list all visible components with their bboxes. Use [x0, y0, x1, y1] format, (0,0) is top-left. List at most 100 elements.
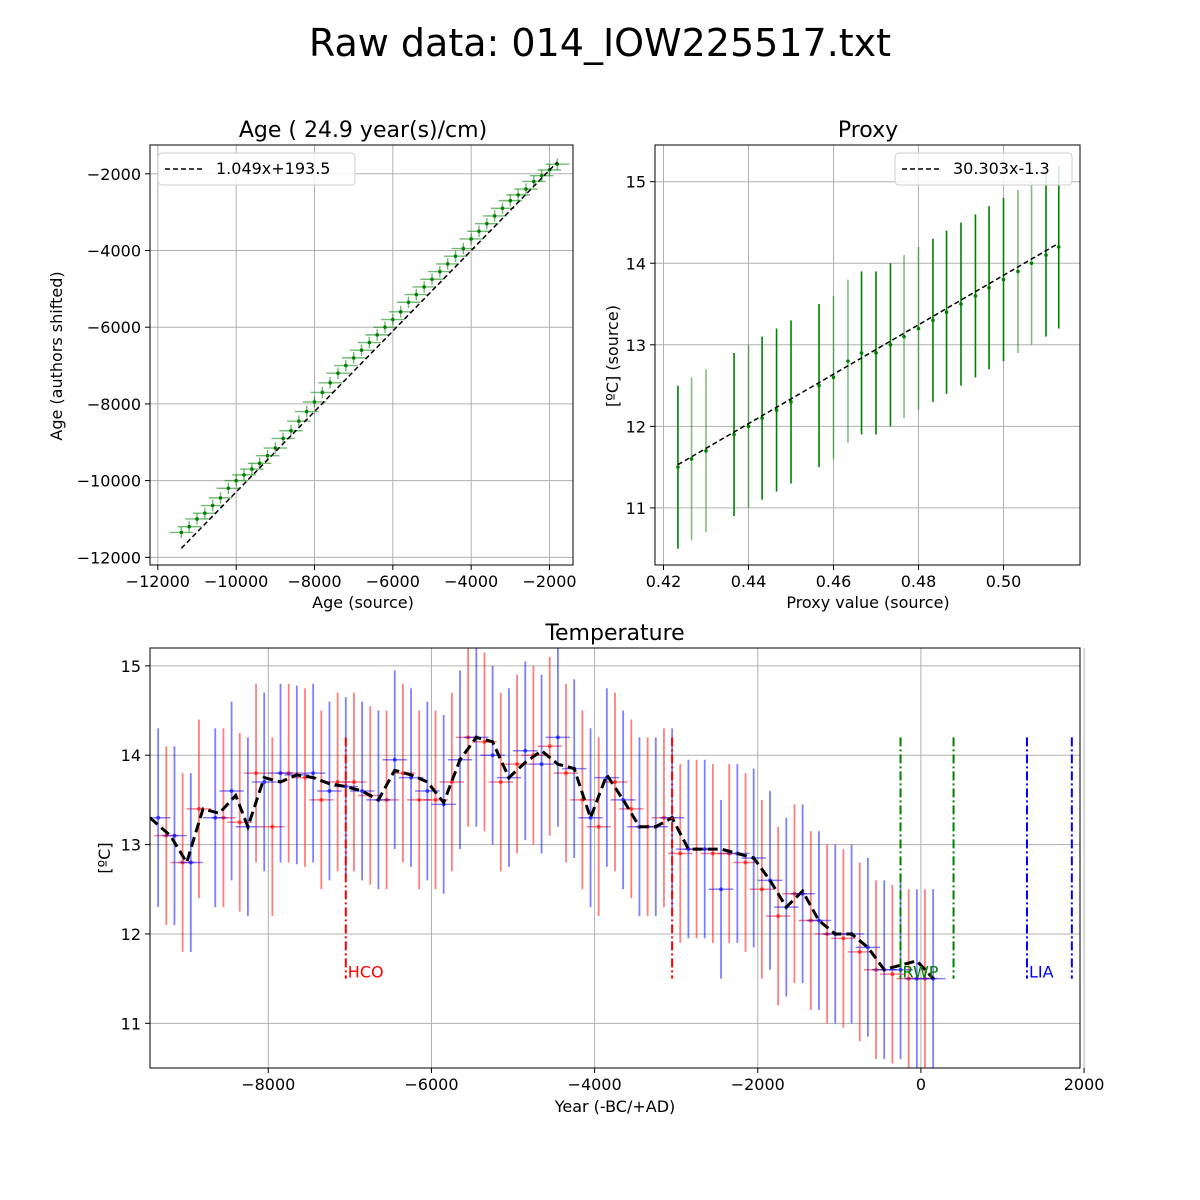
temperature-axes-frame	[149, 647, 1081, 1069]
proxy-data-point	[888, 343, 893, 347]
age-legend	[157, 152, 356, 186]
proxy-y-tick-label: 11	[626, 499, 646, 518]
age-x-tick-label: −6000	[366, 572, 420, 591]
age-data-point	[539, 173, 544, 178]
temperature-red-series-data-point	[629, 806, 634, 811]
age-data-point	[289, 428, 293, 433]
temperature-red-series-data-point	[417, 797, 422, 802]
temperature-red-series-data-point	[482, 739, 487, 744]
proxy-data-point	[676, 465, 680, 469]
age-data-point	[524, 187, 528, 191]
age-axes-frame	[149, 144, 574, 566]
figure-suptitle: Raw data: 014_IOW225517.txt	[309, 21, 891, 65]
temperature-panel-title: Temperature	[544, 621, 684, 646]
proxy-data-point	[1056, 245, 1061, 249]
proxy-panel-title: Proxy	[838, 118, 898, 143]
period-lia-label: LIA	[1029, 963, 1054, 982]
age-x-tick-label: −4000	[444, 572, 498, 591]
age-data-point	[203, 511, 207, 516]
temperature-blue-series-data-point	[278, 771, 283, 776]
proxy-x-axis-label: Proxy value (source)	[786, 593, 949, 612]
proxy-axes-frame	[654, 144, 1081, 566]
temperature-red-series-data-point	[196, 806, 201, 811]
proxy-x-tick-label: 0.50	[986, 572, 1022, 591]
temperature-y-tick-label: 13	[121, 836, 141, 855]
temperature-blue-series-data-point	[523, 748, 528, 753]
proxy-data-point	[1044, 253, 1048, 257]
proxy-data-point	[944, 310, 949, 314]
proxy-y-tick-label: 14	[626, 254, 646, 273]
temperature-red-series-data-point	[319, 797, 324, 802]
temperature-blue-series-data-point	[229, 788, 234, 793]
proxy-legend	[894, 152, 1073, 186]
age-x-tick-label: −2000	[522, 572, 576, 591]
age-y-tick-label: −12000	[77, 548, 141, 567]
age-y-tick-label: −2000	[87, 165, 141, 184]
temperature-blue-series-data-point	[702, 847, 707, 852]
age-x-axis-label: Age (source)	[312, 593, 414, 612]
age-data-point	[234, 478, 238, 483]
proxy-panel: Proxy Proxy value (source) [ºC] (source)…	[603, 118, 1081, 612]
proxy-data-point	[732, 432, 736, 437]
period-rwp-label: RWP	[903, 963, 939, 982]
age-data-point	[250, 467, 254, 471]
temperature-red-series-data-point	[270, 824, 275, 829]
temperature-red-series-data-point	[596, 824, 601, 829]
proxy-data-point	[1029, 261, 1034, 266]
age-data-point	[516, 193, 520, 197]
age-fit-line	[180, 161, 558, 549]
age-panel-title: Age ( 24.9 year(s)/cm)	[239, 118, 487, 143]
temperature-x-tick-label: −2000	[731, 1075, 785, 1094]
period-hco-label: HCO	[348, 963, 384, 982]
age-x-tick-label: −8000	[287, 572, 341, 591]
temperature-red-series-data-point	[613, 780, 617, 785]
age-data-point	[438, 269, 442, 274]
proxy-data-point	[931, 318, 935, 323]
temperature-red-series-data-point	[841, 936, 846, 941]
proxy-y-tick-label: 12	[626, 417, 646, 436]
age-data-point	[351, 356, 356, 360]
proxy-y-tick-label: 15	[626, 173, 646, 192]
age-data-point	[500, 206, 505, 211]
proxy-data-point	[959, 302, 963, 306]
temperature-blue-series-data-point	[425, 788, 430, 793]
temperature-blue-series-data-point	[172, 833, 177, 838]
temperature-panel: Temperature Year (-BC/+AD) [ºC]	[95, 621, 685, 1116]
age-data-point	[383, 325, 387, 329]
age-data-point	[297, 419, 301, 423]
temperature-red-series-data-point	[449, 780, 454, 785]
age-data-point	[477, 229, 481, 234]
age-data-point	[359, 348, 364, 353]
proxy-x-tick-label: 0.42	[646, 572, 682, 591]
temperature-red-series-data-point	[433, 797, 438, 802]
temperature-blue-series-data-point	[816, 918, 821, 923]
age-data-point	[414, 292, 419, 297]
age-data-point	[406, 300, 411, 305]
temperature-red-series-data-point	[857, 949, 862, 954]
temperature-red-series-data-point	[547, 744, 552, 749]
temperature-red-series-data-point	[743, 860, 748, 865]
proxy-y-axis-label: [ºC] (source)	[603, 305, 622, 407]
temperature-plot-area	[150, 648, 946, 1068]
age-data-point	[398, 310, 403, 314]
age-y-axis-label: Age (authors shifted)	[47, 271, 66, 440]
temperature-blue-series-data-point	[156, 815, 161, 820]
proxy-data-point	[973, 294, 978, 298]
age-data-point	[218, 496, 223, 500]
age-data-point	[492, 214, 497, 218]
temperature-red-series-data-point	[335, 780, 340, 785]
temperature-blue-series-data-point	[539, 762, 544, 767]
age-x-tick-label: −10000	[204, 572, 268, 591]
proxy-data-point	[760, 416, 764, 421]
temperature-y-tick-label: 15	[121, 657, 141, 676]
temperature-red-series-data-point	[759, 887, 764, 892]
age-plot-area	[169, 158, 570, 549]
age-y-tick-label: −10000	[77, 472, 141, 491]
age-data-point	[344, 363, 348, 368]
age-data-point	[422, 285, 426, 289]
temperature-x-tick-label: −4000	[568, 1075, 622, 1094]
proxy-x-tick-label: 0.46	[816, 572, 852, 591]
age-panel: Age ( 24.9 year(s)/cm) Age (source) Age …	[47, 118, 577, 612]
proxy-data-point	[789, 400, 793, 404]
